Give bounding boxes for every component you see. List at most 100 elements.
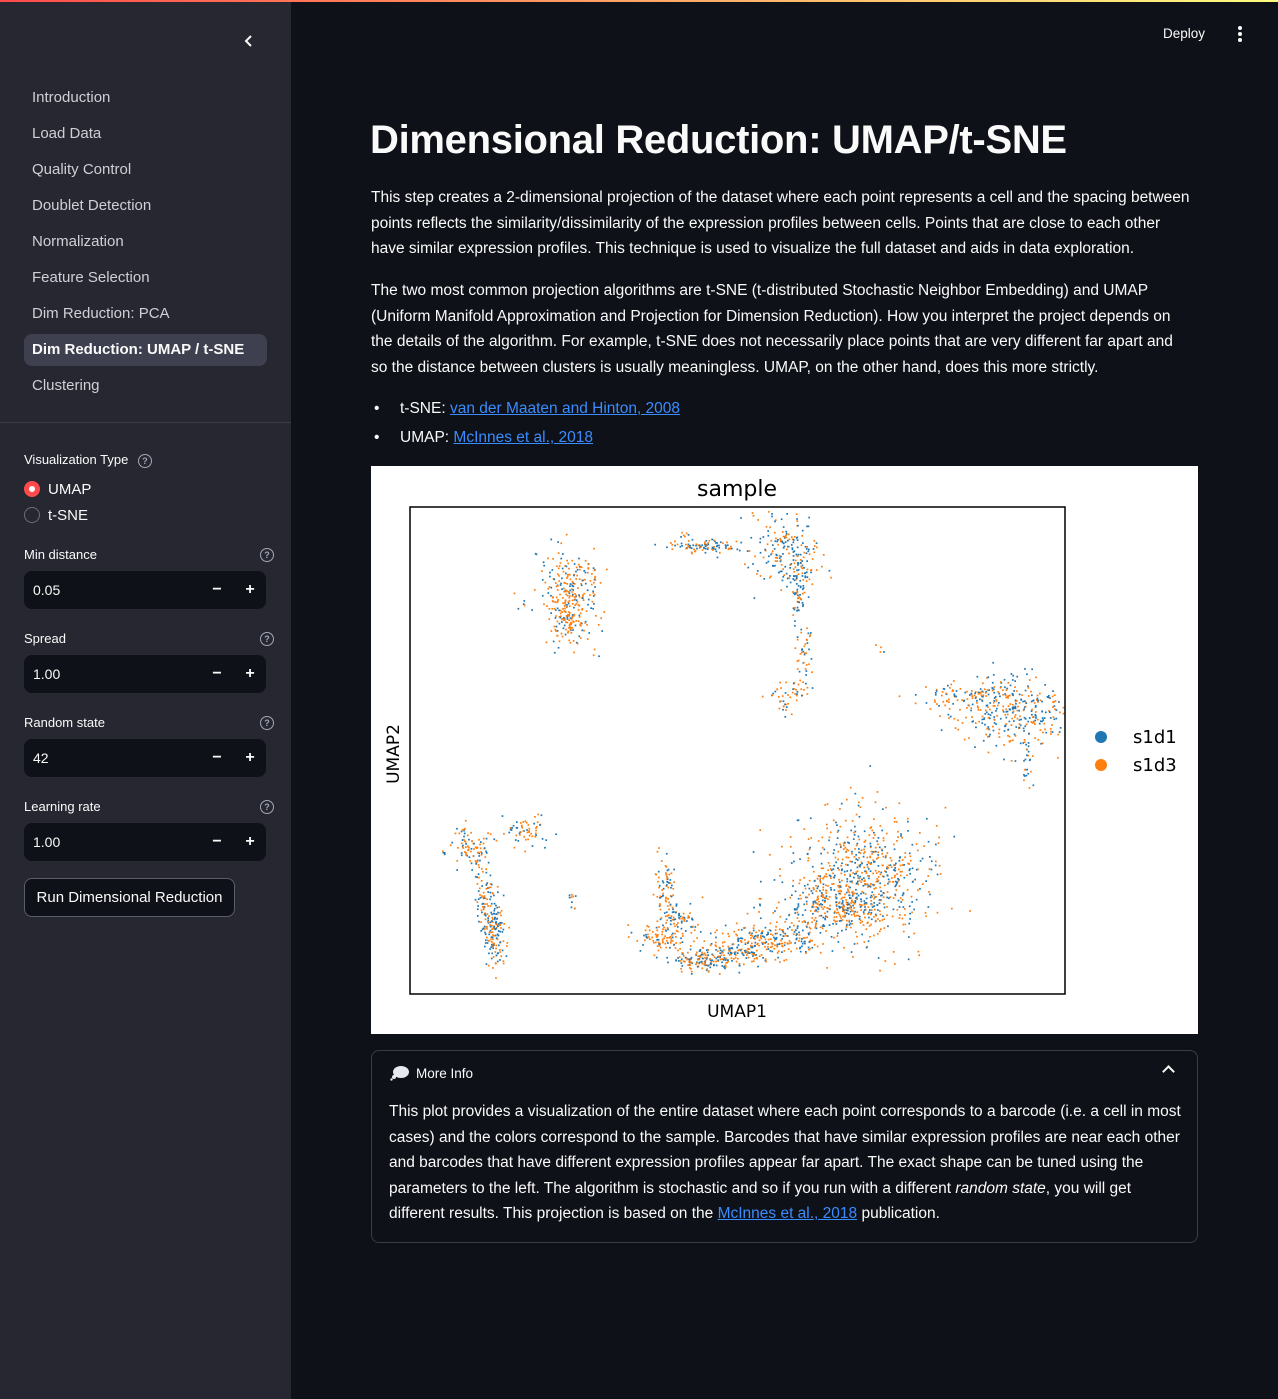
scatter-point [495, 926, 498, 929]
scatter-point [680, 958, 683, 961]
scatter-point [1031, 708, 1033, 711]
learning-rate-input[interactable]: 1.00 − + [24, 823, 266, 861]
scatter-point [1031, 755, 1034, 757]
nav-item-introduction[interactable]: Introduction [32, 89, 111, 106]
scatter-point [760, 932, 763, 935]
random-state-decrement-button[interactable]: − [212, 749, 222, 766]
scatter-point [771, 513, 773, 515]
scatter-point [831, 950, 834, 952]
help-icon[interactable]: ? [260, 632, 274, 646]
scatter-point [785, 706, 788, 708]
scatter-point [724, 544, 727, 546]
random-state-input[interactable]: 42 − + [24, 739, 266, 777]
scatter-point [806, 693, 809, 695]
learning-rate-decrement-button[interactable]: − [212, 833, 222, 850]
scatter-point [824, 917, 826, 920]
scatter-point [443, 851, 446, 854]
deploy-button[interactable]: Deploy [1163, 26, 1206, 41]
scatter-point [729, 547, 732, 550]
scatter-point [691, 538, 694, 541]
scatter-point [835, 923, 838, 925]
scatter-point [746, 912, 749, 915]
scatter-point [877, 856, 880, 859]
scatter-point [987, 713, 990, 715]
scatter-point [648, 938, 651, 940]
random-state-value[interactable]: 42 [33, 750, 49, 766]
scatter-point [765, 562, 768, 564]
scatter-point [785, 530, 787, 533]
scatter-point [727, 952, 730, 955]
scatter-point [771, 552, 773, 555]
scatter-point [524, 838, 527, 841]
scatter-point [704, 956, 706, 959]
more-info-header[interactable]: More Info [390, 1065, 473, 1081]
nav-item-dim-reduction-umap[interactable]: Dim Reduction: UMAP / t-SNE [24, 334, 267, 366]
scatter-point [734, 956, 737, 959]
umap-reference-link[interactable]: McInnes et al., 2018 [453, 429, 593, 446]
scatter-point [723, 957, 726, 959]
help-icon[interactable]: ? [260, 548, 274, 562]
scatter-point [993, 700, 996, 702]
collapse-sidebar-icon[interactable] [240, 32, 258, 50]
nav-item-load-data[interactable]: Load Data [32, 125, 102, 142]
spread-input[interactable]: 1.00 − + [24, 655, 266, 693]
chevron-up-icon[interactable] [1162, 1065, 1175, 1078]
nav-item-doublet-detection[interactable]: Doublet Detection [32, 197, 152, 214]
spread-value[interactable]: 1.00 [33, 666, 61, 682]
scatter-point [782, 700, 785, 703]
scatter-point [523, 835, 525, 838]
scatter-point [839, 889, 841, 892]
tsne-reference-link[interactable]: van der Maaten and Hinton, 2008 [449, 400, 681, 417]
mcinnes-reference-link[interactable]: McInnes et al., 2018 [717, 1205, 858, 1222]
scatter-point [911, 881, 914, 883]
nav-item-quality-control[interactable]: Quality Control [32, 161, 132, 178]
min-distance-value[interactable]: 0.05 [33, 582, 61, 598]
scatter-point [548, 618, 551, 620]
radio-umap[interactable]: UMAP [24, 479, 91, 499]
min-distance-decrement-button[interactable]: − [212, 581, 222, 598]
scatter-point [891, 915, 894, 918]
radio-tsne[interactable]: t-SNE [24, 505, 88, 525]
random-state-increment-button[interactable]: + [245, 749, 255, 766]
run-dimensional-reduction-button[interactable]: Run Dimensional Reduction [24, 878, 235, 917]
scatter-point [666, 927, 669, 929]
learning-rate-value[interactable]: 1.00 [33, 834, 61, 850]
spread-increment-button[interactable]: + [245, 665, 255, 682]
scatter-point [880, 871, 883, 874]
scatter-point [493, 912, 495, 915]
scatter-point [477, 890, 480, 892]
nav-item-normalization[interactable]: Normalization [32, 233, 124, 250]
scatter-point [667, 942, 669, 944]
scatter-point [775, 537, 777, 540]
scatter-point [935, 843, 937, 846]
scatter-point [512, 824, 515, 827]
scatter-point [478, 838, 480, 841]
min-distance-input[interactable]: 0.05 − + [24, 571, 266, 609]
scatter-point [889, 857, 892, 859]
scatter-point [817, 895, 819, 898]
nav-item-clustering[interactable]: Clustering [32, 377, 100, 394]
main-menu-icon[interactable] [1232, 26, 1248, 46]
scatter-point [558, 580, 561, 582]
learning-rate-increment-button[interactable]: + [245, 833, 255, 850]
scatter-point [849, 904, 852, 907]
scatter-point [748, 932, 751, 935]
scatter-point [789, 836, 792, 838]
help-icon[interactable]: ? [260, 800, 274, 814]
nav-item-feature-selection[interactable]: Feature Selection [32, 269, 150, 286]
scatter-point [823, 901, 826, 904]
scatter-point [586, 571, 589, 574]
scatter-point [636, 940, 639, 942]
scatter-point [843, 915, 846, 917]
scatter-point [911, 901, 913, 903]
scatter-point [795, 908, 797, 911]
help-icon[interactable]: ? [137, 454, 152, 468]
min-distance-increment-button[interactable]: + [245, 581, 255, 598]
spread-decrement-button[interactable]: − [212, 665, 222, 682]
scatter-point [838, 913, 841, 916]
scatter-point [901, 864, 904, 866]
scatter-point [781, 695, 784, 697]
nav-item-dim-reduction-pca[interactable]: Dim Reduction: PCA [32, 305, 170, 322]
scatter-point [993, 722, 996, 724]
help-icon[interactable]: ? [260, 716, 274, 730]
